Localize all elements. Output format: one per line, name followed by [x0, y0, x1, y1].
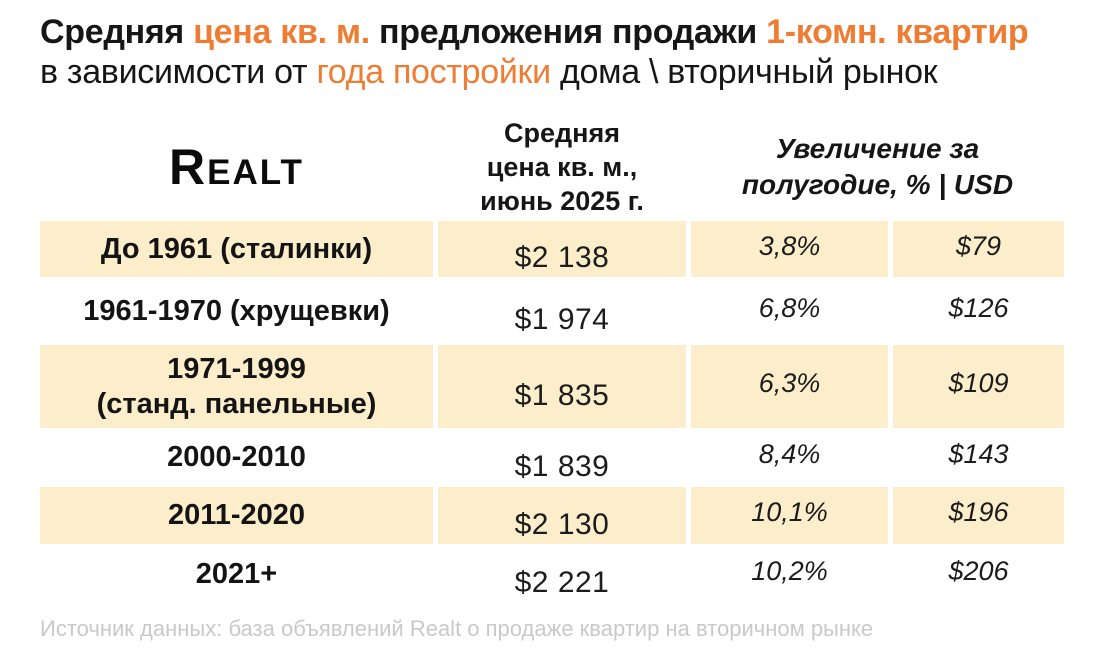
column-header-increase-line: полугодие, % | USD [741, 168, 1014, 200]
table-cell-price: $2 138 [438, 221, 686, 277]
period-label: 2021+ [195, 557, 278, 590]
percent-value: 6,3% [758, 368, 821, 398]
usd-value: $79 [955, 230, 1002, 261]
table-cell-price: $1 839 [438, 428, 686, 487]
table-cell-usd: $79 [893, 221, 1064, 277]
data-table: Realt Средняя цена кв. м., июнь 2025 г. … [40, 112, 1064, 604]
title-seg: Средняя [40, 13, 194, 51]
source-note: Источник данных: база объявлений Realt о… [40, 616, 874, 641]
period-label: 2011-2020 [167, 499, 306, 531]
title-line-1: Средняя цена кв. м. предложения продажи … [40, 12, 1029, 52]
price-value: $1 835 [514, 378, 610, 412]
table-cell-pct: 8,4% [691, 428, 888, 487]
table-cell-price: $2 221 [438, 544, 686, 604]
table-row-label: 2000-2010 [40, 428, 433, 487]
title-seg: дома \ вторичный рынок [550, 53, 938, 91]
percent-value: 10,1% [751, 497, 828, 527]
price-value: $2 138 [514, 241, 610, 274]
table-cell-price: $1 835 [438, 345, 686, 428]
column-header-price-line: цена кв. м., [486, 151, 638, 182]
percent-value: 6,8% [758, 292, 821, 323]
price-value: $2 130 [514, 507, 610, 541]
table-row-label: 1971-1999 (станд. панельные) [40, 345, 433, 428]
table-row-label: До 1961 (сталинки) [40, 221, 433, 277]
table-cell-pct: 6,8% [691, 277, 888, 345]
percent-value: 10,2% [751, 555, 828, 586]
title-line-2: в зависимости от года постройки дома \ в… [40, 52, 1028, 92]
table-cell-price: $2 130 [438, 487, 686, 544]
percent-value: 8,4% [758, 439, 821, 469]
title-seg: предложения продажи [369, 13, 767, 51]
table-row-label: 1961-1970 (хрущевки) [40, 277, 433, 345]
period-label: 2000-2010 [167, 441, 306, 473]
table-cell-pct: 3,8% [691, 221, 888, 277]
table-row-label: 2021+ [40, 544, 433, 604]
usd-value: $206 [948, 555, 1009, 586]
period-label-line2: (станд. панельные) [96, 387, 377, 420]
title-seg-accent: цена кв. м. [193, 13, 370, 51]
percent-value: 3,8% [758, 230, 821, 261]
column-header-increase: Увеличение за полугодие, % | USD [691, 112, 1064, 221]
title-seg-accent: года постройки [316, 53, 551, 91]
price-value: $1 974 [514, 303, 610, 336]
period-label: 1961-1970 (хрущевки) [83, 294, 390, 327]
period-label: До 1961 (сталинки) [100, 232, 373, 265]
table-cell-usd: $206 [893, 544, 1064, 604]
usd-value: $109 [948, 368, 1009, 398]
table-cell-usd: $109 [893, 345, 1064, 428]
table-cell-usd: $196 [893, 487, 1064, 544]
usd-value: $126 [948, 292, 1009, 323]
table-cell-usd: $143 [893, 428, 1064, 487]
title-seg: в зависимости от [40, 53, 317, 91]
table-cell-pct: 10,1% [691, 487, 888, 544]
page-title: Средняя цена кв. м. предложения продажи … [40, 12, 1029, 92]
table-row-label: 2011-2020 [40, 487, 433, 544]
realt-logo: Realt [169, 138, 304, 195]
column-header-increase-line: Увеличение за [775, 132, 980, 164]
usd-value: $196 [948, 497, 1009, 527]
table-cell-pct: 6,3% [691, 345, 888, 428]
table-cell-pct: 10,2% [691, 544, 888, 604]
column-header-price-line: Средняя [504, 117, 620, 148]
usd-value: $143 [948, 439, 1009, 469]
table-cell-price: $1 974 [438, 277, 686, 345]
title-seg-accent: 1-комн. квартир [766, 13, 1029, 51]
table-cell-usd: $126 [893, 277, 1064, 345]
price-value: $1 839 [514, 449, 610, 483]
column-header-price: Средняя цена кв. м., июнь 2025 г. [438, 112, 686, 221]
column-header-price-line: июнь 2025 г. [480, 185, 644, 216]
logo-cell: Realt [40, 112, 433, 221]
period-label: 1971-1999 [167, 352, 306, 385]
price-value: $2 221 [514, 566, 610, 599]
